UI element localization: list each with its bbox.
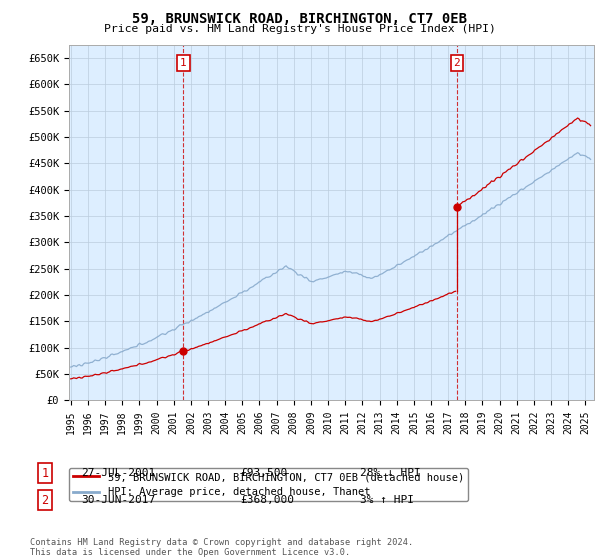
Text: Contains HM Land Registry data © Crown copyright and database right 2024.
This d: Contains HM Land Registry data © Crown c… [30,538,413,557]
Text: 3% ↑ HPI: 3% ↑ HPI [360,495,414,505]
Text: 1: 1 [180,58,187,68]
Text: 27-JUL-2001: 27-JUL-2001 [81,468,155,478]
Text: 1: 1 [41,466,49,480]
Text: £368,000: £368,000 [240,495,294,505]
Legend: 59, BRUNSWICK ROAD, BIRCHINGTON, CT7 0EB (detached house), HPI: Average price, d: 59, BRUNSWICK ROAD, BIRCHINGTON, CT7 0EB… [69,468,468,501]
Text: 30-JUN-2017: 30-JUN-2017 [81,495,155,505]
Text: 59, BRUNSWICK ROAD, BIRCHINGTON, CT7 0EB: 59, BRUNSWICK ROAD, BIRCHINGTON, CT7 0EB [133,12,467,26]
Text: 2: 2 [454,58,460,68]
Text: 2: 2 [41,493,49,507]
Text: 28% ↓ HPI: 28% ↓ HPI [360,468,421,478]
Text: Price paid vs. HM Land Registry's House Price Index (HPI): Price paid vs. HM Land Registry's House … [104,24,496,34]
Text: £93,500: £93,500 [240,468,287,478]
